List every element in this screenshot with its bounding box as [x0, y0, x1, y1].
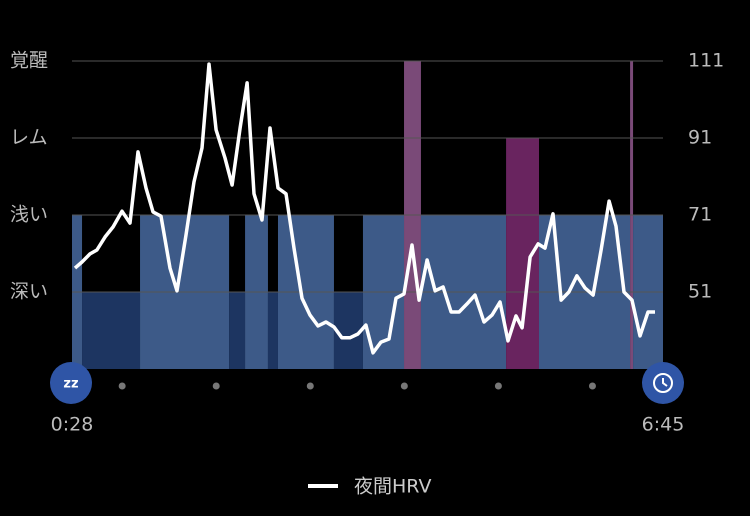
legend-label: 夜間HRV [354, 476, 431, 498]
stage-label: 浅い [10, 204, 48, 226]
sleep-stage [82, 292, 141, 369]
y-tick-label: 91 [688, 127, 712, 149]
hour-dot [400, 382, 408, 390]
wake-icon [642, 362, 684, 404]
hour-dot [588, 382, 596, 390]
sleep-stage [267, 292, 278, 369]
hour-dot [494, 382, 502, 390]
hour-dot [118, 382, 126, 390]
y-tick-label: 51 [688, 281, 712, 303]
sleep-start-icon: zz [50, 362, 92, 404]
x-tick-label: 6:45 [642, 414, 685, 436]
sleep-stage [229, 292, 246, 369]
hour-dot [212, 382, 220, 390]
y-tick-label: 111 [688, 50, 724, 72]
stage-label: 覚醒 [10, 50, 48, 72]
hrv-line [73, 62, 655, 355]
hour-dot [306, 382, 314, 390]
sleep-stage [333, 292, 363, 369]
svg-text:zz: zz [63, 377, 78, 392]
stage-label: 深い [10, 281, 48, 303]
x-tick-label: 0:28 [51, 414, 94, 436]
stage-label: レム [10, 127, 48, 149]
y-tick-label: 71 [688, 204, 712, 226]
